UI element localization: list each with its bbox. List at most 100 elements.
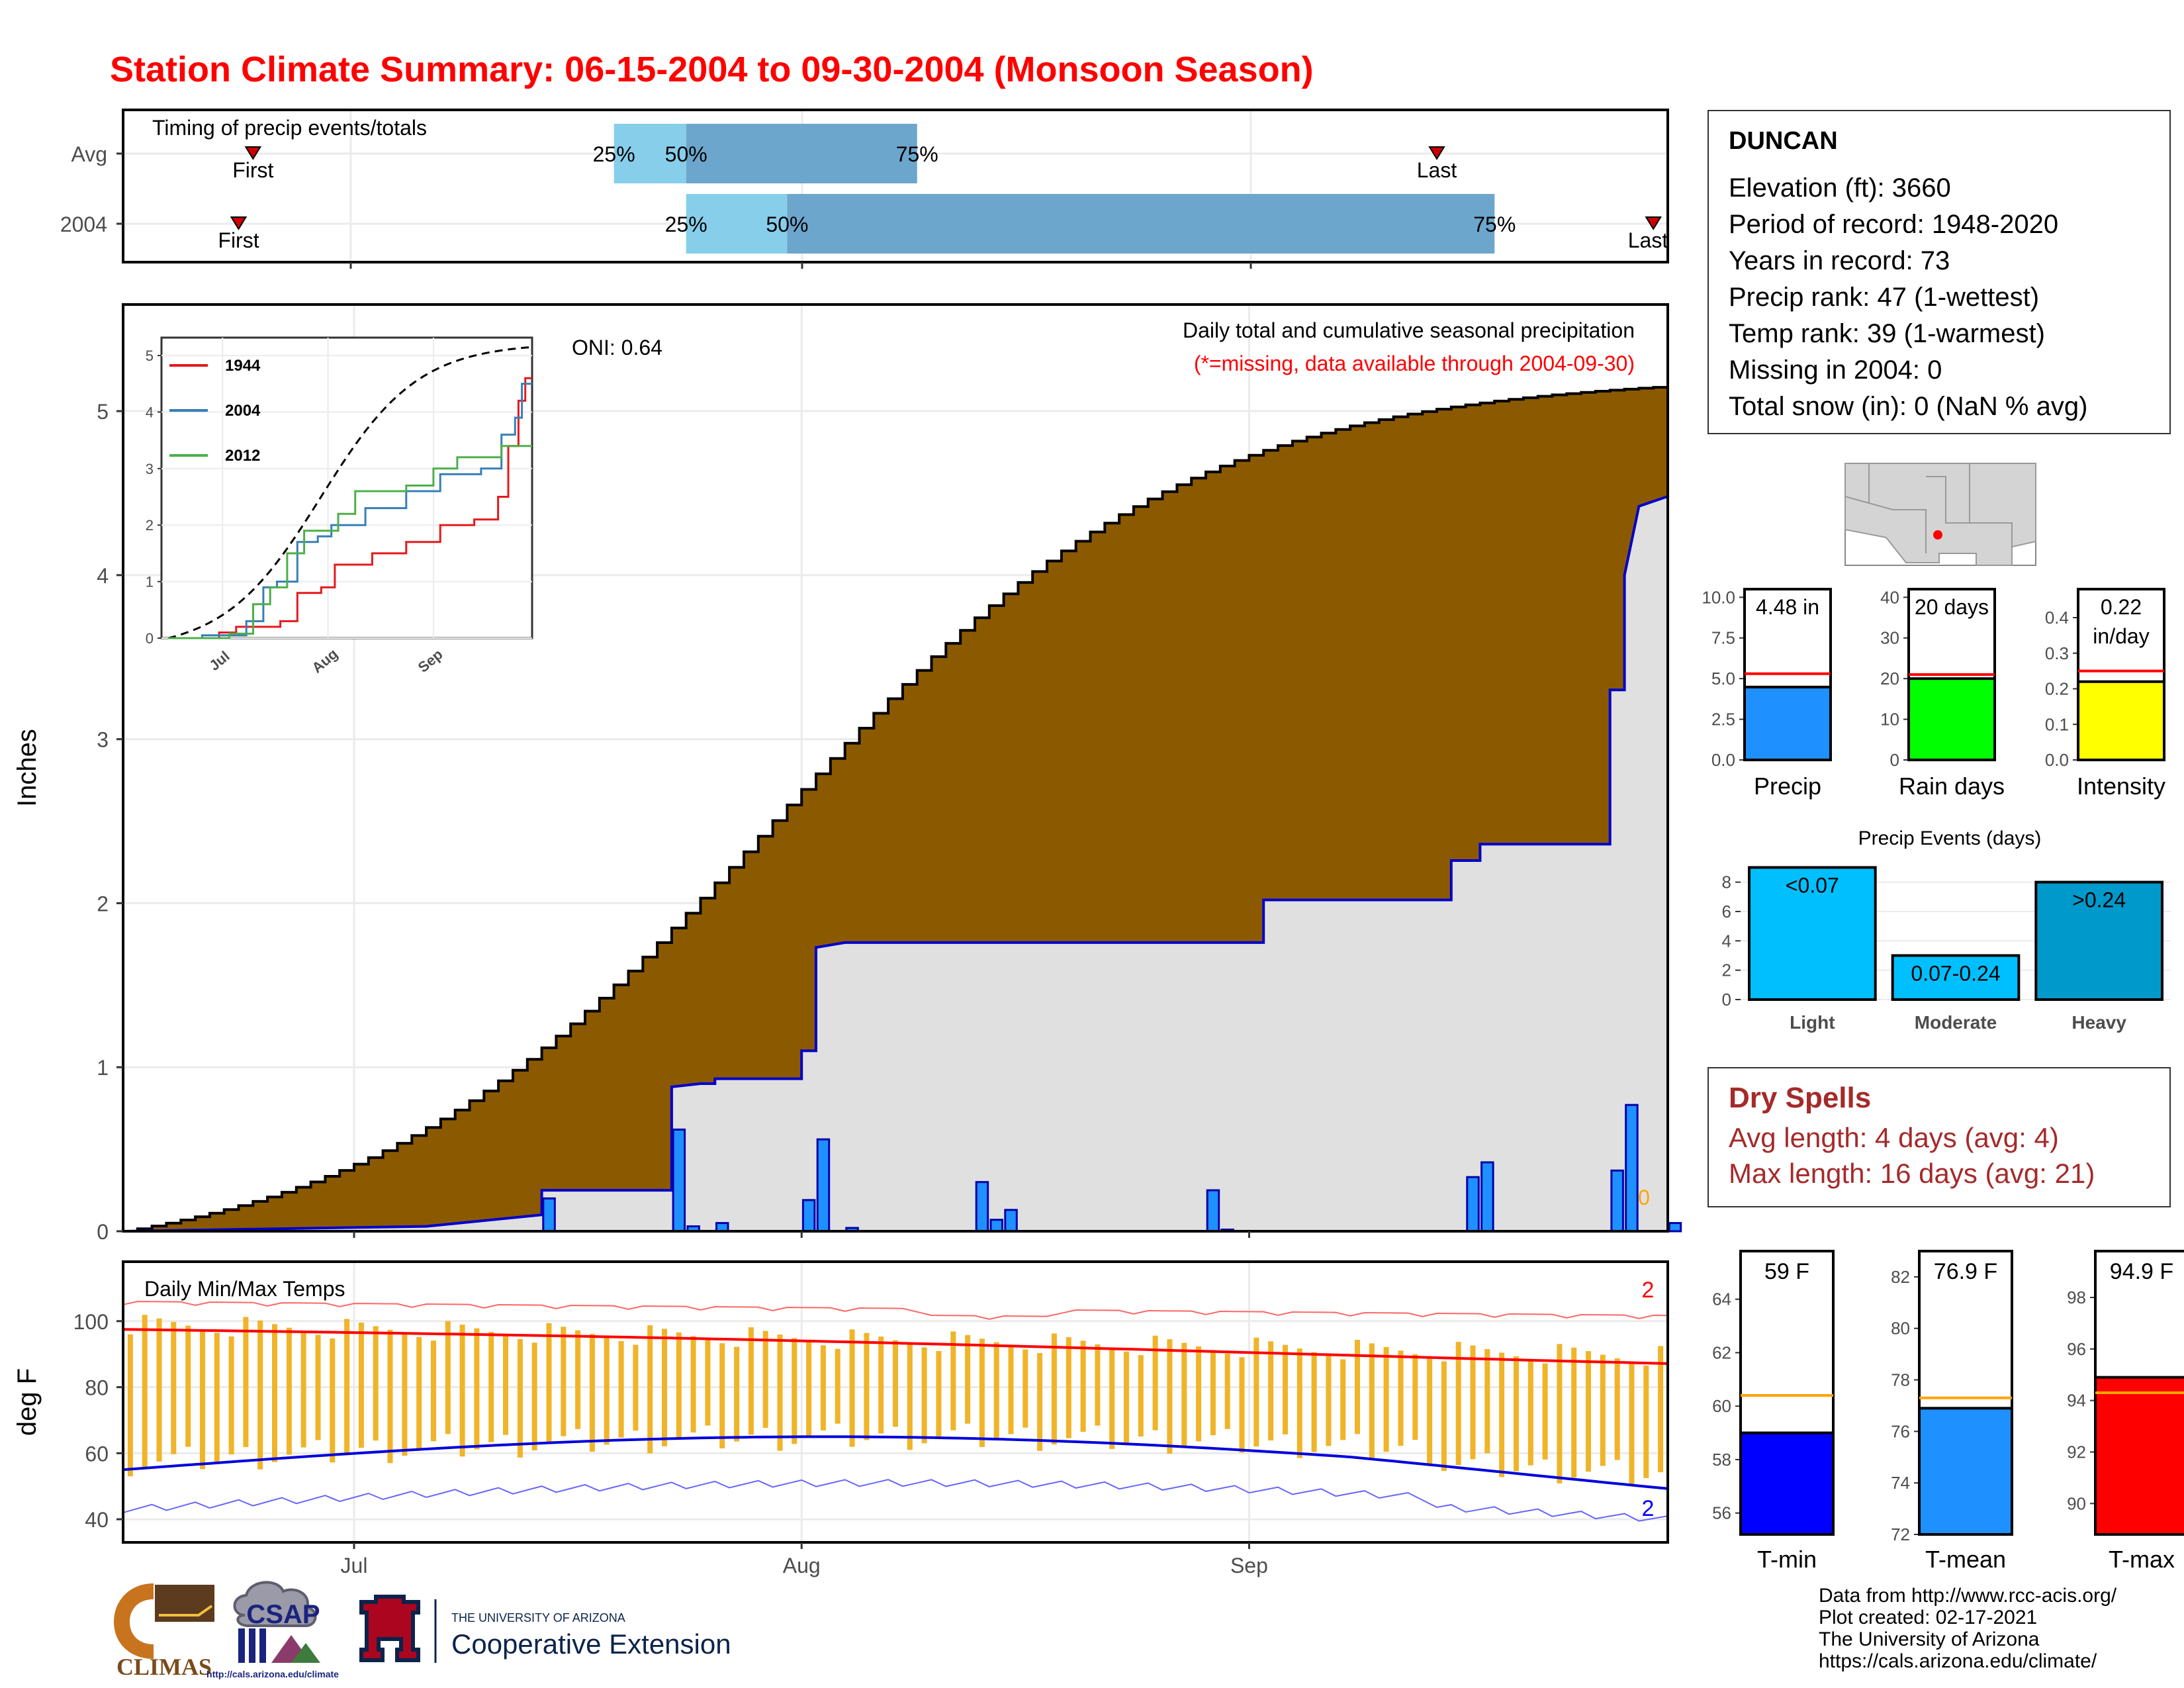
tsum-ytick-label: 64	[1712, 1289, 1731, 1309]
daily-temp-bar	[1095, 1344, 1101, 1426]
elevation: Elevation (ft): 3660	[1729, 173, 1951, 203]
daily-temp-bar	[719, 1343, 725, 1448]
totals-ytick-label: 10	[1880, 710, 1899, 729]
daily-temp-bar	[748, 1327, 754, 1435]
daily-temp-bar	[907, 1344, 913, 1450]
timing-first-marker	[244, 146, 262, 160]
min-record-count: 2	[1642, 1496, 1655, 1521]
daily-temp-bar	[777, 1335, 783, 1451]
daily-temp-bar	[387, 1329, 393, 1464]
totals-ytick-label: 0.0	[2045, 750, 2069, 770]
timing-first-label: First	[232, 158, 273, 182]
tsum-ytick-label: 56	[1712, 1503, 1731, 1523]
daily-temp-bar	[950, 1331, 956, 1430]
daily-temp-bar	[243, 1317, 249, 1447]
temp-summary: 56 58 60 62 64 59 F T-min 72 74 76 78 80 82 76.9 F T-m…	[1712, 1250, 2184, 1573]
daily-temp-bar	[373, 1326, 379, 1441]
season-totals: 0.0 2.5 5.0 7.5 10.0 4.48 in Precip 0 10 20 30 40 20…	[1702, 587, 2165, 800]
events-bar	[1891, 954, 2021, 1002]
dry-spells-box: Dry Spells Avg length: 4 days (avg: 4) M…	[1707, 1067, 2171, 1207]
station-info-box: DUNCAN Elevation (ft): 3660 Period of re…	[1707, 110, 2171, 434]
inset-series-line	[168, 445, 532, 639]
events-bar-label: >0.24	[2072, 888, 2126, 912]
daily-temp-bar	[589, 1334, 595, 1452]
daily-temp-bar	[893, 1340, 898, 1427]
climas-text: CLIMAS	[116, 1654, 212, 1680]
station-location-dot	[1933, 530, 1942, 539]
timing-p25-label: 25%	[665, 212, 707, 236]
timing-first-label: First	[218, 228, 259, 252]
daily-precip-bar	[1668, 1222, 1682, 1233]
tsum-bar	[1918, 1407, 2013, 1536]
totals-ytick-label: 2.5	[1711, 710, 1735, 729]
daily-temp-bar	[1658, 1346, 1664, 1473]
precip-ytick-label: 3	[97, 728, 109, 752]
daily-temp-bar	[835, 1348, 841, 1424]
daily-temp-bar	[286, 1327, 292, 1455]
daily-temp-bar	[257, 1320, 263, 1470]
daily-temp-bar	[1383, 1346, 1389, 1452]
daily-temp-bar	[1355, 1340, 1360, 1434]
daily-temp-bar	[1152, 1335, 1158, 1430]
climas-logo: CLIMAS	[114, 1583, 214, 1680]
daily-temp-bar	[1297, 1348, 1302, 1458]
daily-temp-bar	[546, 1323, 552, 1444]
daily-temp-bar	[445, 1321, 451, 1434]
credit-plot-created: Plot created: 02-17-2021	[1819, 1607, 2038, 1628]
daily-temp-bar	[575, 1330, 581, 1429]
credit-university: The University of Arizona	[1819, 1628, 2040, 1650]
daily-temp-bar	[705, 1339, 711, 1426]
tsum-ytick-label: 60	[1712, 1396, 1731, 1416]
location-map	[1844, 463, 2036, 566]
timing-first-marker	[230, 216, 248, 230]
tsum-ytick-label: 80	[1891, 1319, 1910, 1338]
csap-url: http://cals.arizona.edu/climate	[206, 1669, 339, 1679]
credits: Data from http://www.rcc-acis.org/ Plot …	[1819, 1585, 2116, 1672]
daily-temp-bar	[1066, 1337, 1071, 1438]
tsum-panel-label: T-mean	[1925, 1546, 2006, 1573]
totals-value-label: 0.22	[2101, 595, 2142, 619]
daily-temp-bar	[200, 1329, 205, 1470]
inset-legend-label: 1944	[225, 357, 261, 375]
totals-ytick-label: 0.1	[2045, 714, 2069, 734]
daily-temp-bar	[171, 1322, 177, 1454]
temp-ytick-label: 40	[85, 1508, 109, 1532]
timing-last-marker	[1428, 146, 1445, 160]
daily-temp-bar	[142, 1315, 148, 1470]
daily-precip-bar	[975, 1181, 989, 1233]
daily-temp-bar	[561, 1327, 567, 1436]
daily-temp-bar	[228, 1336, 234, 1455]
daily-temp-bar	[344, 1319, 350, 1456]
current-cumulative-area	[122, 494, 1669, 1233]
tsum-panel-label: T-min	[1757, 1546, 1817, 1573]
daily-temp-bar	[431, 1340, 436, 1442]
daily-temp-bar	[1340, 1359, 1346, 1440]
daily-temp-bar	[979, 1338, 985, 1447]
daily-temp-bar	[127, 1334, 133, 1477]
timing-title: Timing of precip events/totals	[152, 116, 427, 140]
csap-logo: CSAP http://cals.arizona.edu/climate	[206, 1581, 339, 1679]
daily-temp-bar	[531, 1342, 537, 1450]
daily-temp-bar	[1369, 1343, 1375, 1458]
daily-temp-bar	[1629, 1362, 1635, 1484]
events-ytick-label: 2	[1722, 961, 1731, 980]
timing-q50-q75-bar	[686, 124, 917, 183]
daily-temp-bar	[1023, 1349, 1028, 1428]
tsum-panel-label: T-max	[2109, 1546, 2175, 1573]
inset-avg-line	[167, 346, 533, 639]
daily-temp-bar	[1253, 1337, 1259, 1447]
daily-temp-bar	[1586, 1351, 1591, 1472]
daily-precip-bar	[801, 1199, 816, 1233]
temp-ylabel: deg F	[13, 1368, 42, 1436]
daily-temp-bar	[1514, 1356, 1519, 1472]
daily-temp-bar	[806, 1341, 812, 1438]
timing-p25-label: 25%	[593, 142, 635, 166]
tsum-value-label: 94.9 F	[2110, 1259, 2173, 1284]
precip-ytick-label: 4	[97, 564, 109, 588]
events-category-label: Light	[1790, 1012, 1835, 1033]
events-ytick-label: 0	[1722, 990, 1731, 1009]
zero-note: 0	[1638, 1186, 1650, 1209]
inset-legend-label: 2012	[225, 447, 260, 465]
inset-series-line	[168, 383, 532, 639]
daily-temp-bar	[633, 1344, 639, 1431]
